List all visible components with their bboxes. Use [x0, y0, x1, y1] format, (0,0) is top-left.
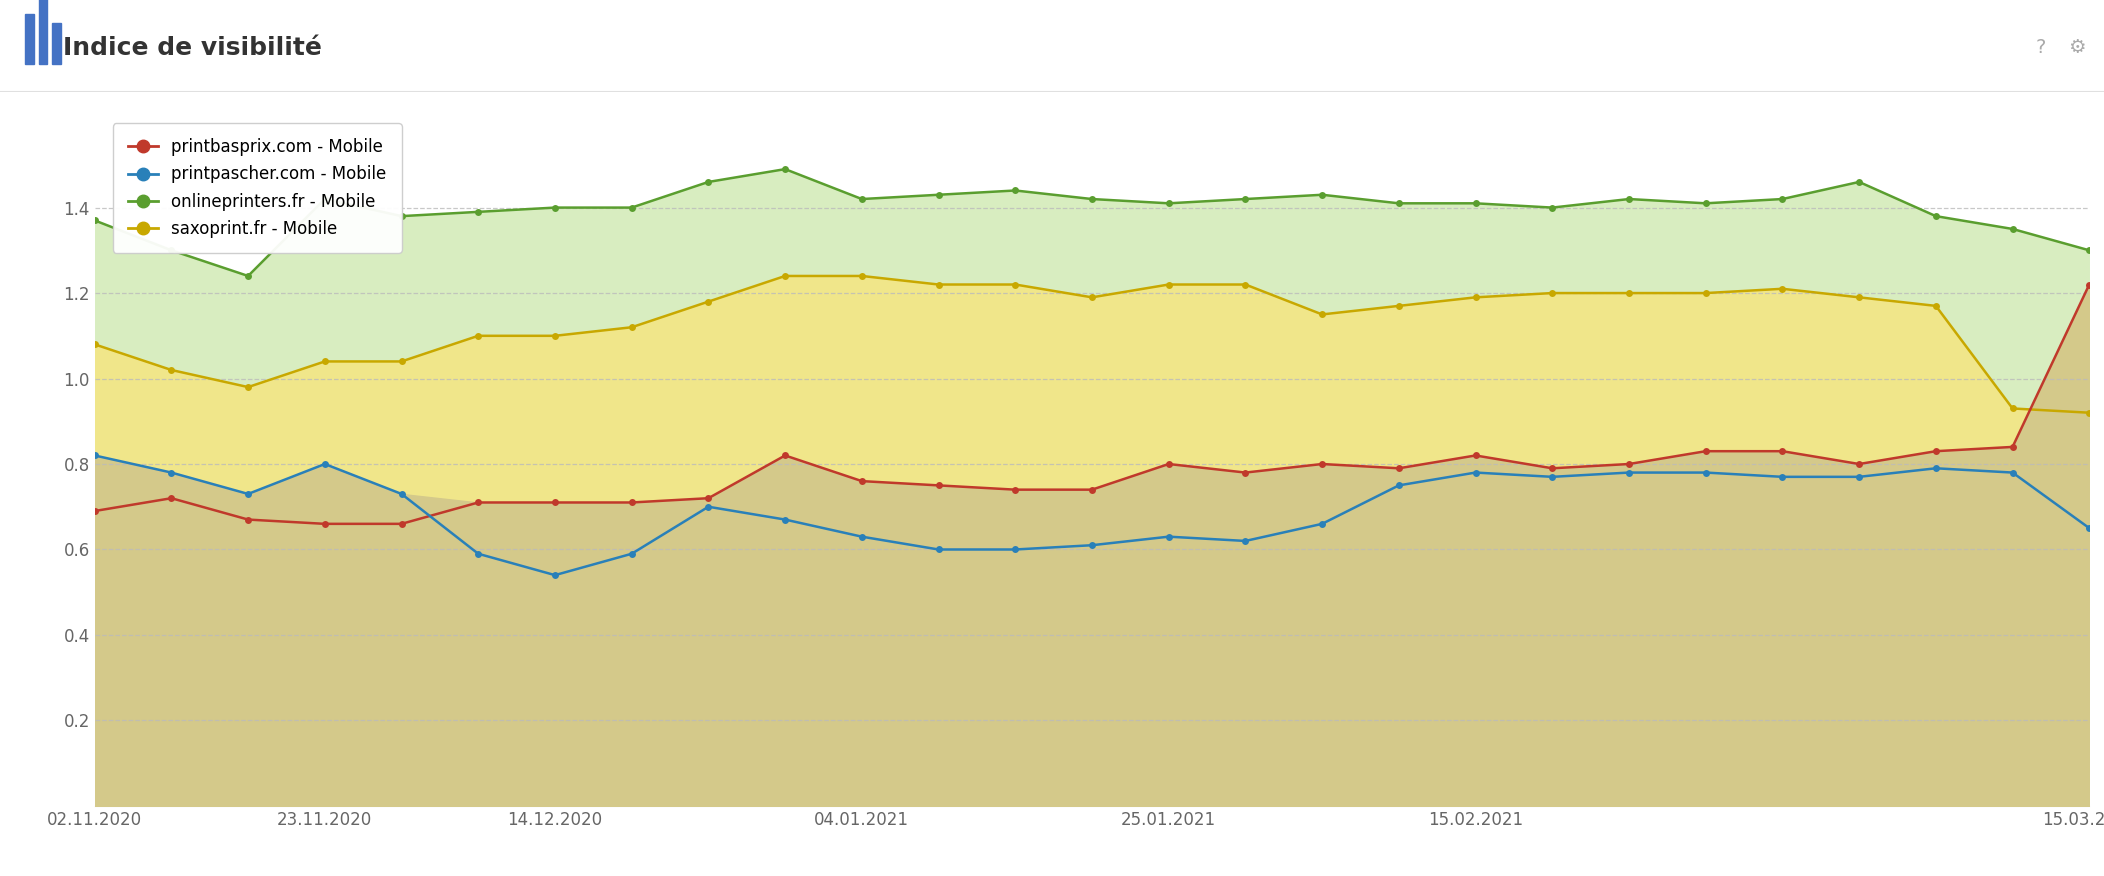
Bar — [25, 14, 34, 65]
Bar — [38, 0, 46, 65]
Text: Indice de visibilité: Indice de visibilité — [63, 36, 322, 60]
Bar — [53, 23, 61, 65]
Text: ⚙: ⚙ — [2068, 39, 2085, 57]
Legend: printbasprix.com - Mobile, printpascher.com - Mobile, onlineprinters.fr - Mobile: printbasprix.com - Mobile, printpascher.… — [114, 124, 402, 252]
Text: ?: ? — [2037, 39, 2045, 57]
